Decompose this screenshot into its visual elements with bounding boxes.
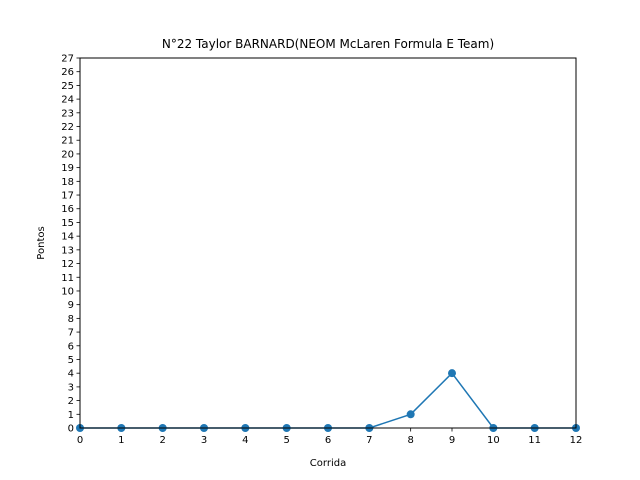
y-tick-label: 17	[61, 191, 74, 202]
y-tick-label: 24	[61, 95, 74, 106]
y-tick-label: 15	[61, 218, 74, 229]
y-tick-label: 2	[68, 396, 74, 407]
y-tick-label: 13	[61, 245, 74, 256]
series-line	[80, 372, 576, 429]
x-tick-label: 12	[570, 435, 583, 446]
x-axis-title: Corrida	[310, 458, 346, 469]
x-tick-label: 8	[407, 435, 413, 446]
plot-area-frame	[79, 57, 577, 429]
y-tick-label: 7	[68, 328, 74, 339]
x-tick-label: 2	[159, 435, 165, 446]
y-tick-label: 27	[61, 54, 74, 65]
data-point	[406, 410, 415, 419]
y-tick-label: 19	[61, 163, 74, 174]
x-tick-label: 10	[487, 435, 500, 446]
y-tick-label: 26	[61, 67, 74, 78]
x-tick-label: 6	[325, 435, 331, 446]
x-tick-label: 3	[201, 435, 207, 446]
y-tick-label: 16	[61, 204, 74, 215]
x-tick-label: 1	[118, 435, 124, 446]
x-tick-label: 5	[283, 435, 289, 446]
y-tick-label: 3	[68, 382, 74, 393]
y-tick-label: 11	[61, 273, 74, 284]
y-tick-label: 0	[68, 424, 74, 435]
y-axis-ticks: 0123456789101112131415161718192021222324…	[61, 54, 80, 435]
data-point	[448, 369, 456, 378]
y-tick-label: 21	[61, 136, 74, 147]
x-tick-label: 11	[528, 435, 541, 446]
y-tick-label: 6	[68, 341, 74, 352]
y-tick-label: 4	[68, 369, 74, 380]
y-tick-label: 22	[61, 122, 74, 133]
y-tick-label: 5	[68, 355, 74, 366]
x-tick-label: 9	[449, 435, 455, 446]
y-tick-label: 18	[61, 177, 74, 188]
chart-title: N°22 Taylor BARNARD(NEOM McLaren Formula…	[162, 37, 494, 51]
y-tick-label: 23	[61, 108, 74, 119]
y-tick-label: 14	[61, 232, 74, 243]
y-tick-label: 10	[61, 286, 74, 297]
y-tick-label: 20	[61, 149, 74, 160]
y-tick-label: 9	[68, 300, 74, 311]
x-tick-label: 4	[242, 435, 248, 446]
x-tick-label: 0	[77, 435, 83, 446]
y-axis-title: Pontos	[36, 226, 47, 259]
y-tick-label: 12	[61, 259, 74, 270]
y-tick-label: 8	[68, 314, 74, 325]
y-tick-label: 25	[61, 81, 74, 92]
x-tick-label: 7	[366, 435, 372, 446]
y-tick-label: 1	[68, 410, 74, 421]
series-layer	[76, 369, 580, 432]
